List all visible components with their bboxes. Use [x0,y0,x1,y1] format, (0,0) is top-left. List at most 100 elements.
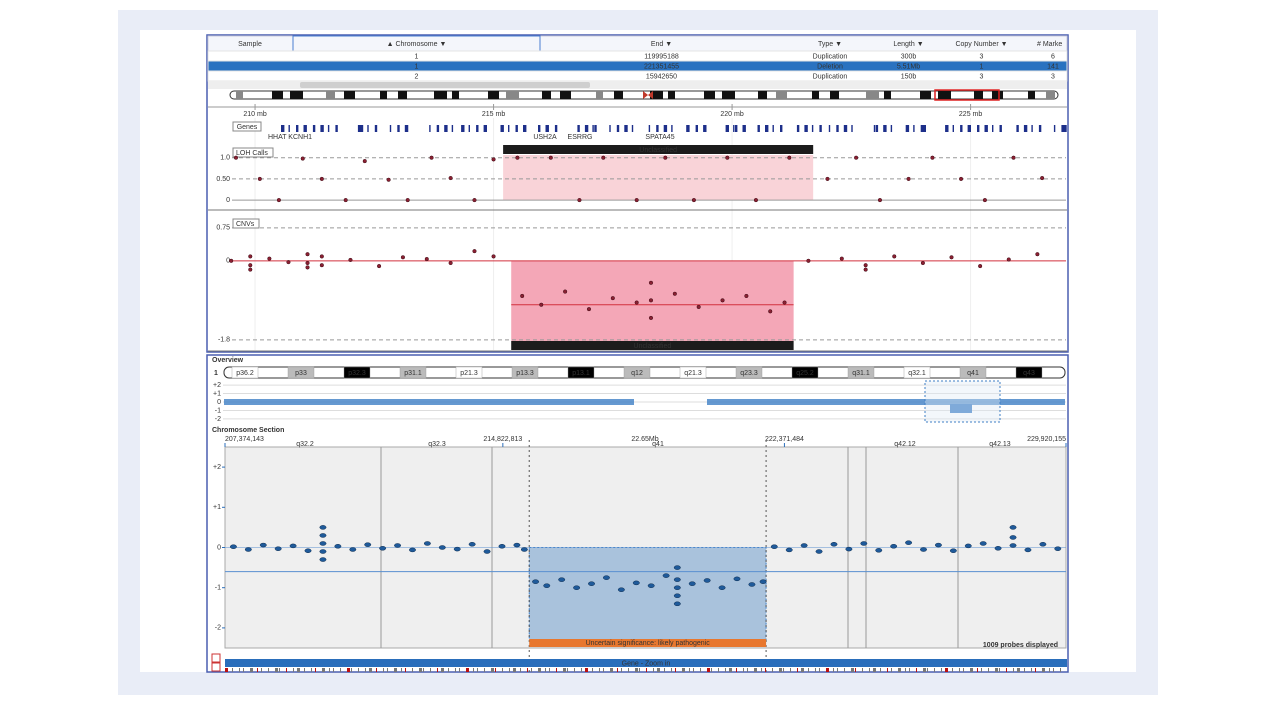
region-label-bar [511,341,794,350]
gene-tick [905,668,906,672]
data-point [362,159,367,164]
gene-name: USH2A [533,134,557,141]
classification-label: Uncertain significance: likely pathogeni… [586,640,711,647]
gene-tick [761,668,762,672]
ideogram-band [1028,91,1035,99]
gene [811,125,814,132]
gene [483,125,487,132]
data-point [276,198,281,203]
table-cell: 2 [415,73,419,80]
data-point [491,254,496,259]
data-point [377,264,382,269]
gene-tick [952,668,953,672]
gene-tick [311,668,312,672]
probe [520,547,528,552]
track-label: CNVs [236,221,255,228]
column-header[interactable]: ▲ Chromosome ▼ [387,41,447,48]
gene [320,125,324,132]
selected-row[interactable] [207,60,1068,72]
control[interactable] [211,662,221,672]
column-header[interactable]: Length ▼ [893,41,923,48]
probe [588,581,595,586]
gene [804,125,808,132]
ideogram-band [231,366,259,379]
track-label-box [232,121,262,132]
gene-tick [250,668,253,672]
column-header[interactable]: Copy Number ▼ [955,41,1007,48]
scrollbar-thumb[interactable] [300,82,590,88]
gene [851,125,853,132]
gene-tick [293,668,294,672]
gene [577,125,580,132]
column-header[interactable]: Type ▼ [818,41,842,48]
gene-bar[interactable] [225,659,1067,667]
ideogram-band [920,91,931,99]
gene-tick [675,668,676,672]
column-header[interactable]: End ▼ [651,41,672,48]
gene-tick [718,668,719,672]
gene-tick [707,668,710,672]
probe [1024,547,1032,553]
probe [673,565,681,570]
gene-tick [664,668,665,672]
probe [890,544,898,549]
gene [960,125,963,132]
data-point [1035,252,1040,257]
gene [828,125,831,132]
ideogram-viewport [934,89,1000,101]
gene [688,125,690,132]
gene [742,125,746,132]
gene [468,125,470,132]
gene-tick [412,668,413,672]
gene-tick [725,668,726,672]
data-point [753,198,758,203]
gene [451,125,454,132]
gene-tick [837,668,838,672]
gene-tick [898,668,901,672]
probe [1009,525,1017,530]
band-label: q31.1 [852,370,870,377]
data-point [319,176,324,181]
data-point [515,155,520,160]
ideogram-band [452,91,459,99]
y-tick-label: -1 [215,407,221,414]
data-point [825,176,830,181]
ideogram-band [290,91,303,99]
data-point [400,255,405,260]
table-cell: 6 [1051,53,1055,60]
table-cell: 15942650 [646,73,677,80]
gene [359,125,364,132]
column-header[interactable]: Sample [238,41,262,48]
gene-tick [376,668,377,672]
gene-tick [538,668,541,672]
gene-tick [448,668,449,672]
probe [409,547,416,553]
overview-viewport[interactable] [924,380,1001,423]
gene-tick [1006,668,1007,672]
band-label: p36.2 [236,370,254,377]
table-row[interactable] [207,70,1068,82]
probe [673,593,681,598]
column-header[interactable]: # Marke [1037,41,1062,48]
x-tick-label: 207,374,143 [225,436,264,443]
gene-tick [833,668,834,672]
gene-tick [1013,668,1014,672]
gene-tick [941,668,942,672]
data-point [233,155,239,160]
gene-tick [455,668,456,672]
control[interactable] [211,653,221,663]
ideogram-band [506,91,519,99]
ideogram-band [398,91,407,99]
table-row[interactable] [207,50,1068,62]
band-label: p31.1 [404,370,422,377]
gene [772,125,774,132]
data-point [691,198,696,203]
data-point [648,315,654,320]
table-cell: 1 [980,63,984,70]
gene-tick [617,668,618,672]
probe [1054,546,1062,551]
ideogram-band [974,91,983,99]
data-point [1011,155,1016,160]
probe [259,542,267,548]
data-point [472,249,477,254]
